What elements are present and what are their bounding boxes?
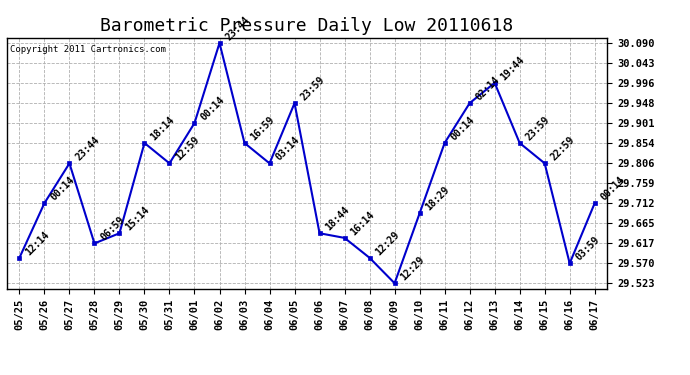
Text: 23:44: 23:44 (224, 14, 252, 42)
Text: 23:44: 23:44 (74, 135, 101, 162)
Text: 06:59: 06:59 (99, 215, 126, 243)
Text: 03:59: 03:59 (574, 235, 602, 262)
Text: 12:29: 12:29 (399, 255, 426, 282)
Text: 00:14: 00:14 (199, 94, 226, 122)
Text: 00:14: 00:14 (448, 114, 477, 142)
Text: 02:14: 02:14 (474, 75, 502, 102)
Text: 18:29: 18:29 (424, 185, 452, 213)
Text: 15:14: 15:14 (124, 205, 152, 232)
Text: 18:14: 18:14 (148, 114, 177, 142)
Text: 23:59: 23:59 (299, 75, 326, 102)
Text: 16:59: 16:59 (248, 114, 277, 142)
Text: 00:14: 00:14 (48, 174, 77, 202)
Text: 23:59: 23:59 (524, 114, 552, 142)
Text: 18:44: 18:44 (324, 205, 352, 232)
Text: 22:59: 22:59 (549, 135, 577, 162)
Text: 12:59: 12:59 (174, 135, 201, 162)
Text: 03:14: 03:14 (274, 135, 302, 162)
Text: 12:29: 12:29 (374, 229, 402, 257)
Text: 12:14: 12:14 (23, 229, 52, 257)
Text: Copyright 2011 Cartronics.com: Copyright 2011 Cartronics.com (10, 45, 166, 54)
Text: 19:44: 19:44 (499, 54, 526, 82)
Text: 00:14: 00:14 (599, 174, 627, 202)
Title: Barometric Pressure Daily Low 20110618: Barometric Pressure Daily Low 20110618 (101, 16, 513, 34)
Text: 16:14: 16:14 (348, 209, 377, 237)
